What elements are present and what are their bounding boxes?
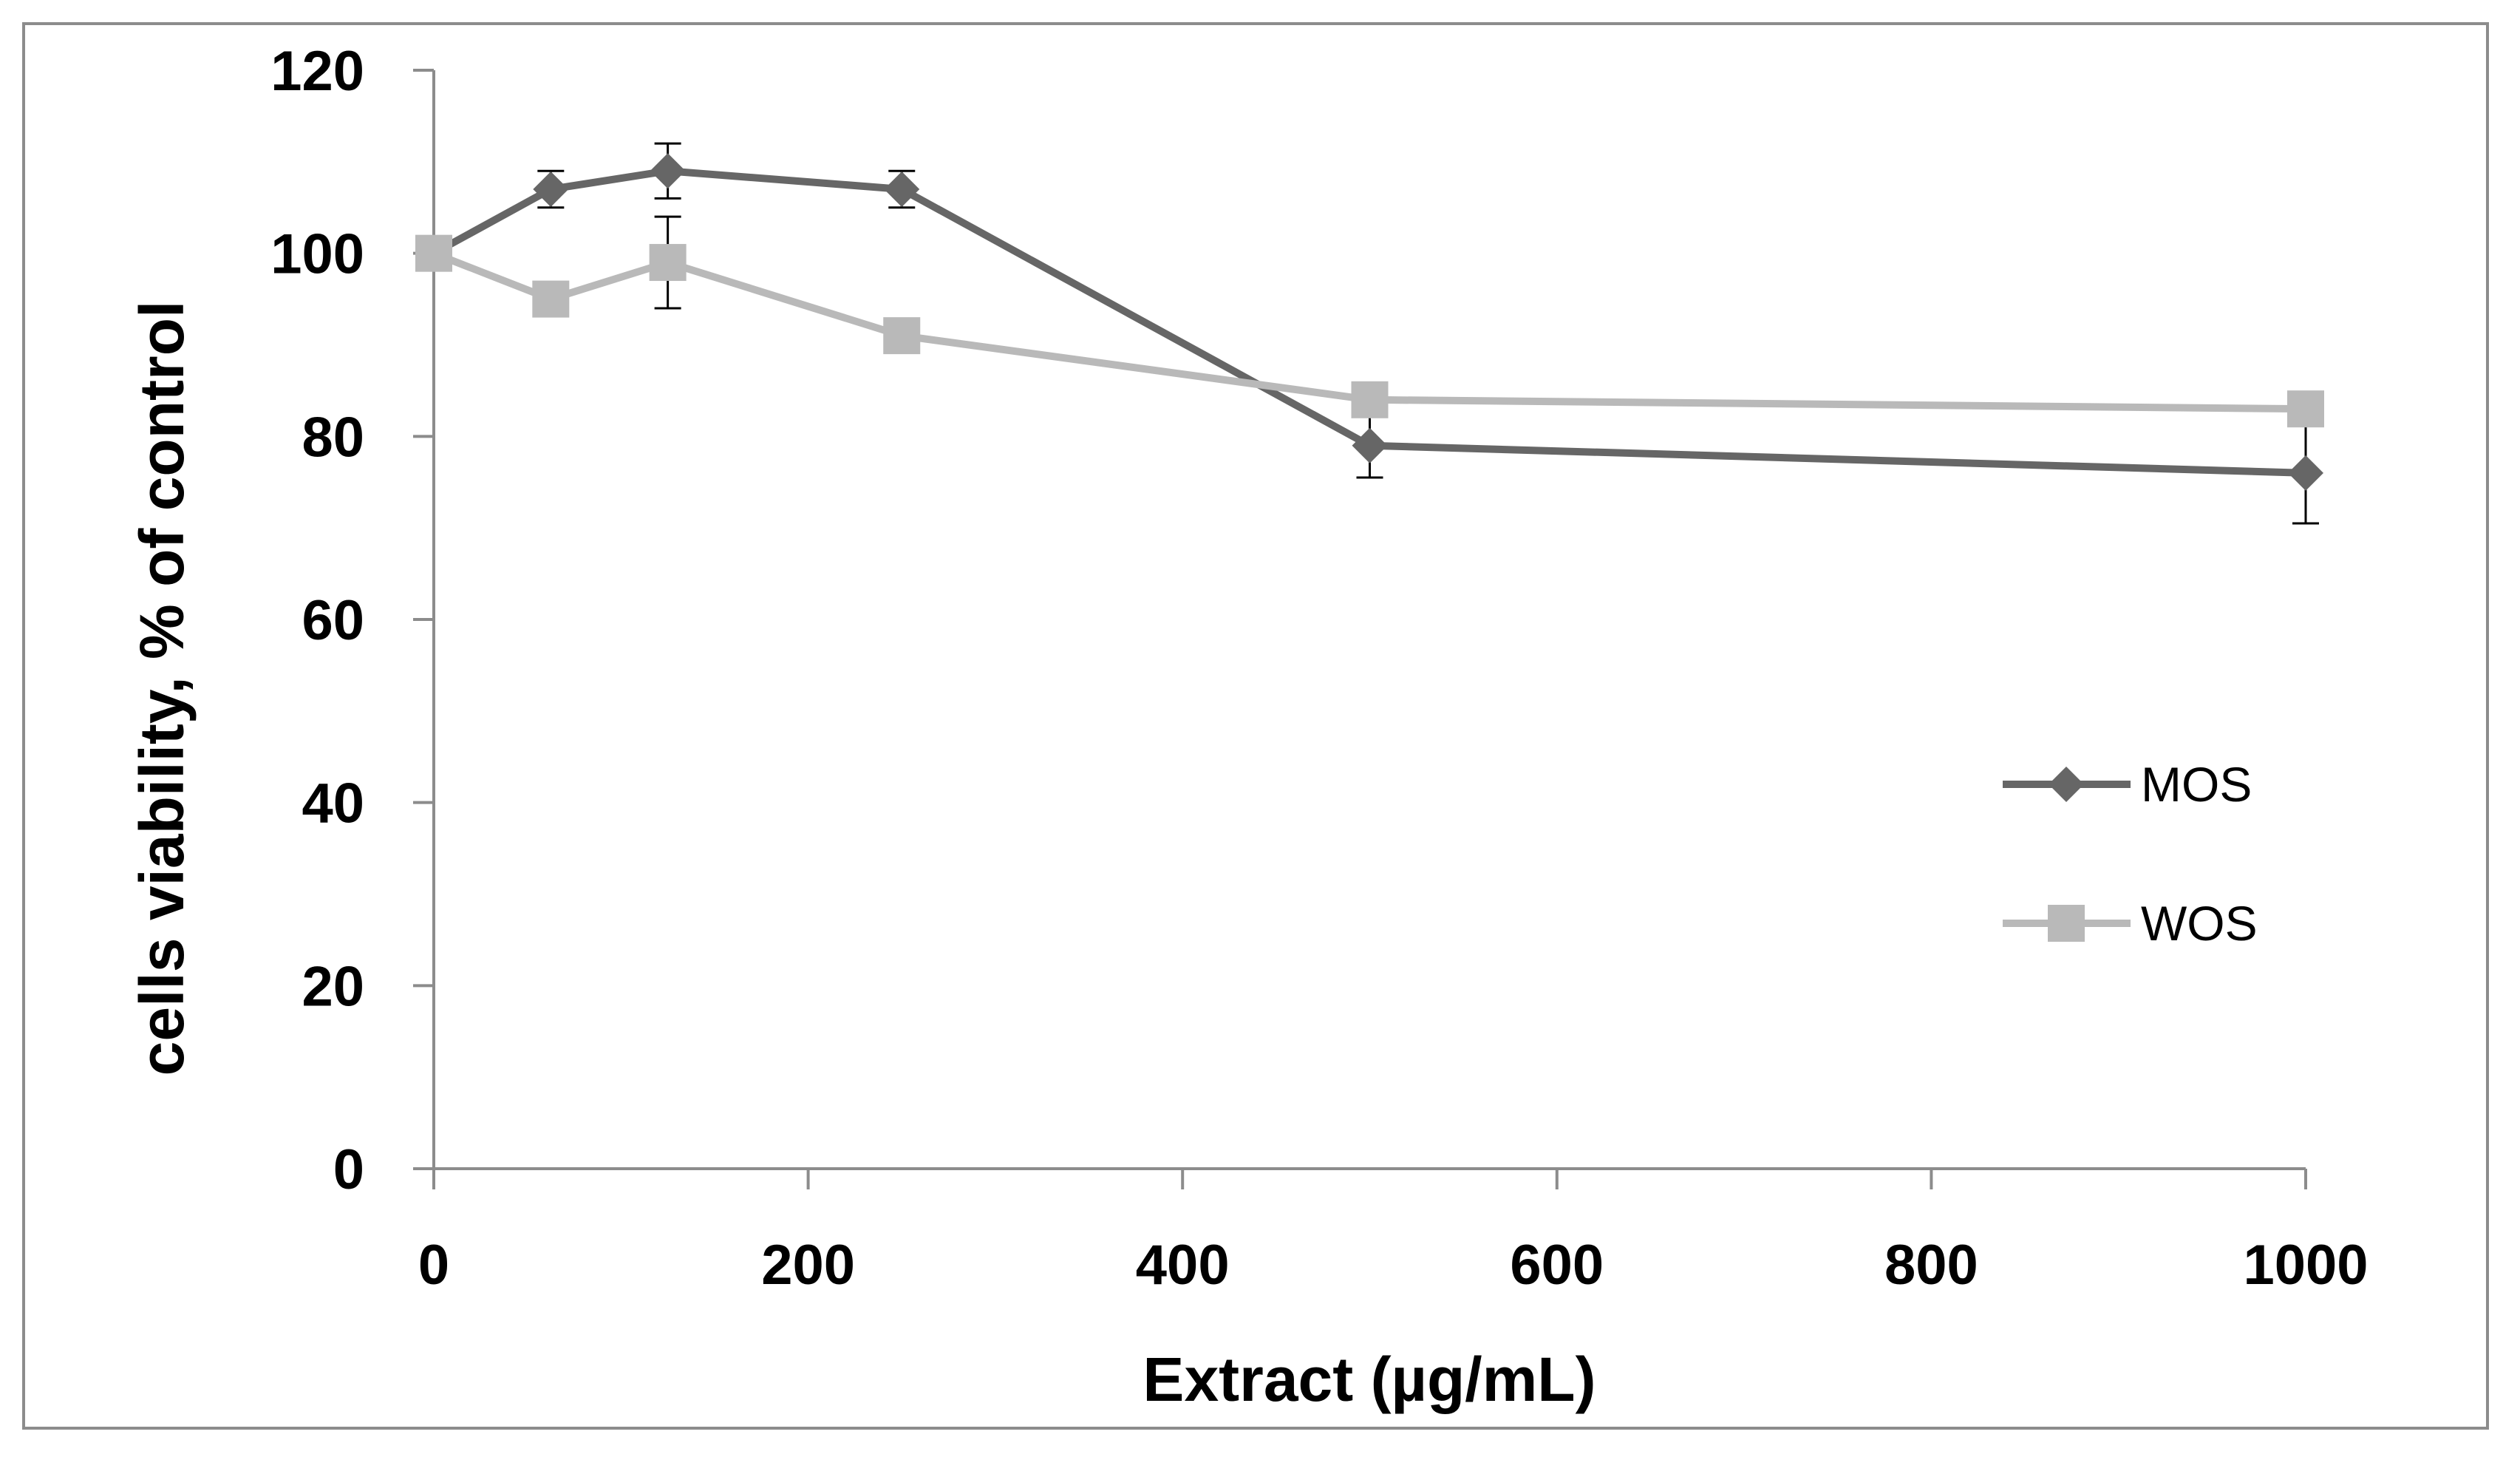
wos-point bbox=[1351, 381, 1389, 418]
x-tick-label: 1000 bbox=[2243, 1234, 2368, 1297]
legend-wos-label: WOS bbox=[2141, 896, 2258, 951]
y-tick-label: 40 bbox=[302, 772, 364, 835]
x-tick-label: 200 bbox=[761, 1234, 855, 1297]
wos-point bbox=[649, 244, 687, 282]
wos-point bbox=[883, 317, 921, 355]
legend-wos-marker bbox=[2048, 905, 2085, 942]
legend-mos-marker bbox=[2049, 767, 2084, 802]
x-tick-label: 600 bbox=[1510, 1234, 1604, 1297]
x-tick-label: 800 bbox=[1884, 1234, 1978, 1297]
axes: 0 20 40 60 80 100 120 0 200 400 600 800 1000 bbox=[270, 40, 2368, 1297]
y-tick-label: 60 bbox=[302, 589, 364, 652]
wos-point bbox=[415, 234, 452, 272]
mos-point bbox=[1352, 427, 1388, 463]
y-tick-label: 20 bbox=[302, 955, 364, 1018]
series-wos bbox=[415, 215, 2324, 428]
wos-line bbox=[432, 250, 2306, 413]
y-axis-title: cells viability, % of control bbox=[127, 301, 197, 1076]
legend-item-wos: WOS bbox=[2003, 896, 2258, 951]
x-tick-label: 0 bbox=[418, 1234, 449, 1297]
mos-point bbox=[650, 153, 686, 189]
series-layer bbox=[415, 142, 2324, 525]
y-tick-label: 80 bbox=[302, 406, 364, 469]
mos-point bbox=[533, 171, 569, 207]
legend-item-mos: MOS bbox=[2003, 757, 2252, 812]
mos-point bbox=[884, 171, 920, 207]
mos-line bbox=[432, 167, 2306, 477]
x-axis-title: Extract (µg/mL) bbox=[1142, 1345, 1596, 1414]
wos-point bbox=[532, 280, 570, 318]
legend: MOS WOS bbox=[2003, 757, 2258, 951]
series-mos bbox=[416, 142, 2323, 525]
legend-mos-label: MOS bbox=[2141, 757, 2252, 812]
mos-point bbox=[2288, 455, 2323, 491]
y-tick-label: 0 bbox=[333, 1138, 364, 1201]
x-tick-label: 400 bbox=[1136, 1234, 1230, 1297]
y-tick-label: 100 bbox=[270, 223, 364, 286]
y-tick-label: 120 bbox=[270, 40, 364, 103]
wos-point bbox=[2287, 390, 2324, 428]
